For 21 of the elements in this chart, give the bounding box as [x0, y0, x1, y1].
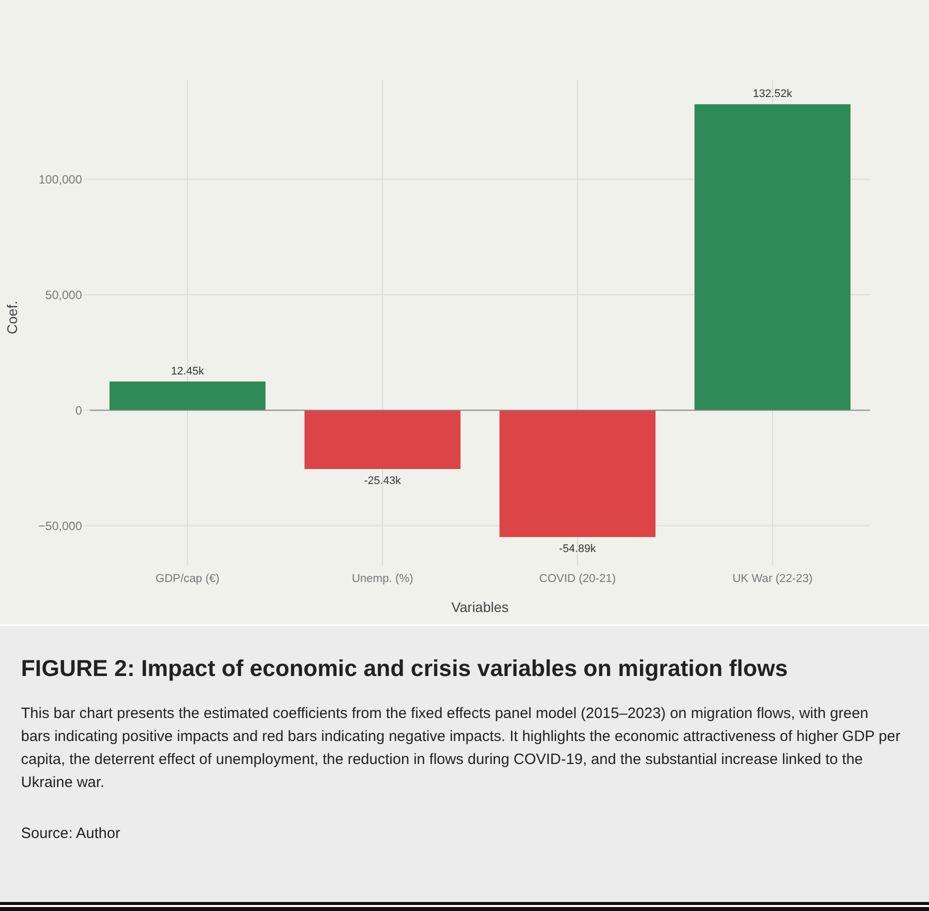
bar	[694, 104, 850, 410]
y-tick-label: 50,000	[45, 288, 82, 302]
source-note: Source: Author	[21, 825, 120, 842]
x-axis-title: Variables	[451, 599, 509, 615]
data-label: 132.52k	[752, 88, 793, 100]
x-tick-label: COVID (20-21)	[539, 573, 616, 585]
x-tick-label: UK War (22-23)	[732, 573, 813, 585]
data-label: -54.89k	[559, 543, 596, 556]
bar	[304, 410, 460, 469]
y-tick-label: −50,000	[38, 518, 82, 533]
y-axis-title: Coef.	[4, 300, 20, 334]
data-label: 12.45k	[170, 366, 205, 378]
y-tick-label: 0	[75, 403, 82, 418]
data-label: -25.43k	[364, 474, 402, 487]
bar	[110, 382, 266, 410]
text: This bar chart presents the estimated coefficients from the fixed effects panel model (2015–2023) on migration flows, with green bars indicating positive impacts and red bars indicating negative impacts. It highlights the economic attractiveness of higher GDP per capita, the deterrent effect of unemployment, the reduction in flows during COVID-19, and the substantial increase linked to the Ukraine war.	[21, 705, 900, 791]
x-tick-label: GDP/cap (€)	[156, 573, 220, 585]
bar	[500, 410, 656, 538]
y-tick-label: 100,000	[38, 172, 82, 187]
text: FIGURE 2: Impact of economic and crisis variables on migration flows	[21, 655, 788, 681]
x-tick-label: Unemp. (%)	[352, 573, 414, 585]
